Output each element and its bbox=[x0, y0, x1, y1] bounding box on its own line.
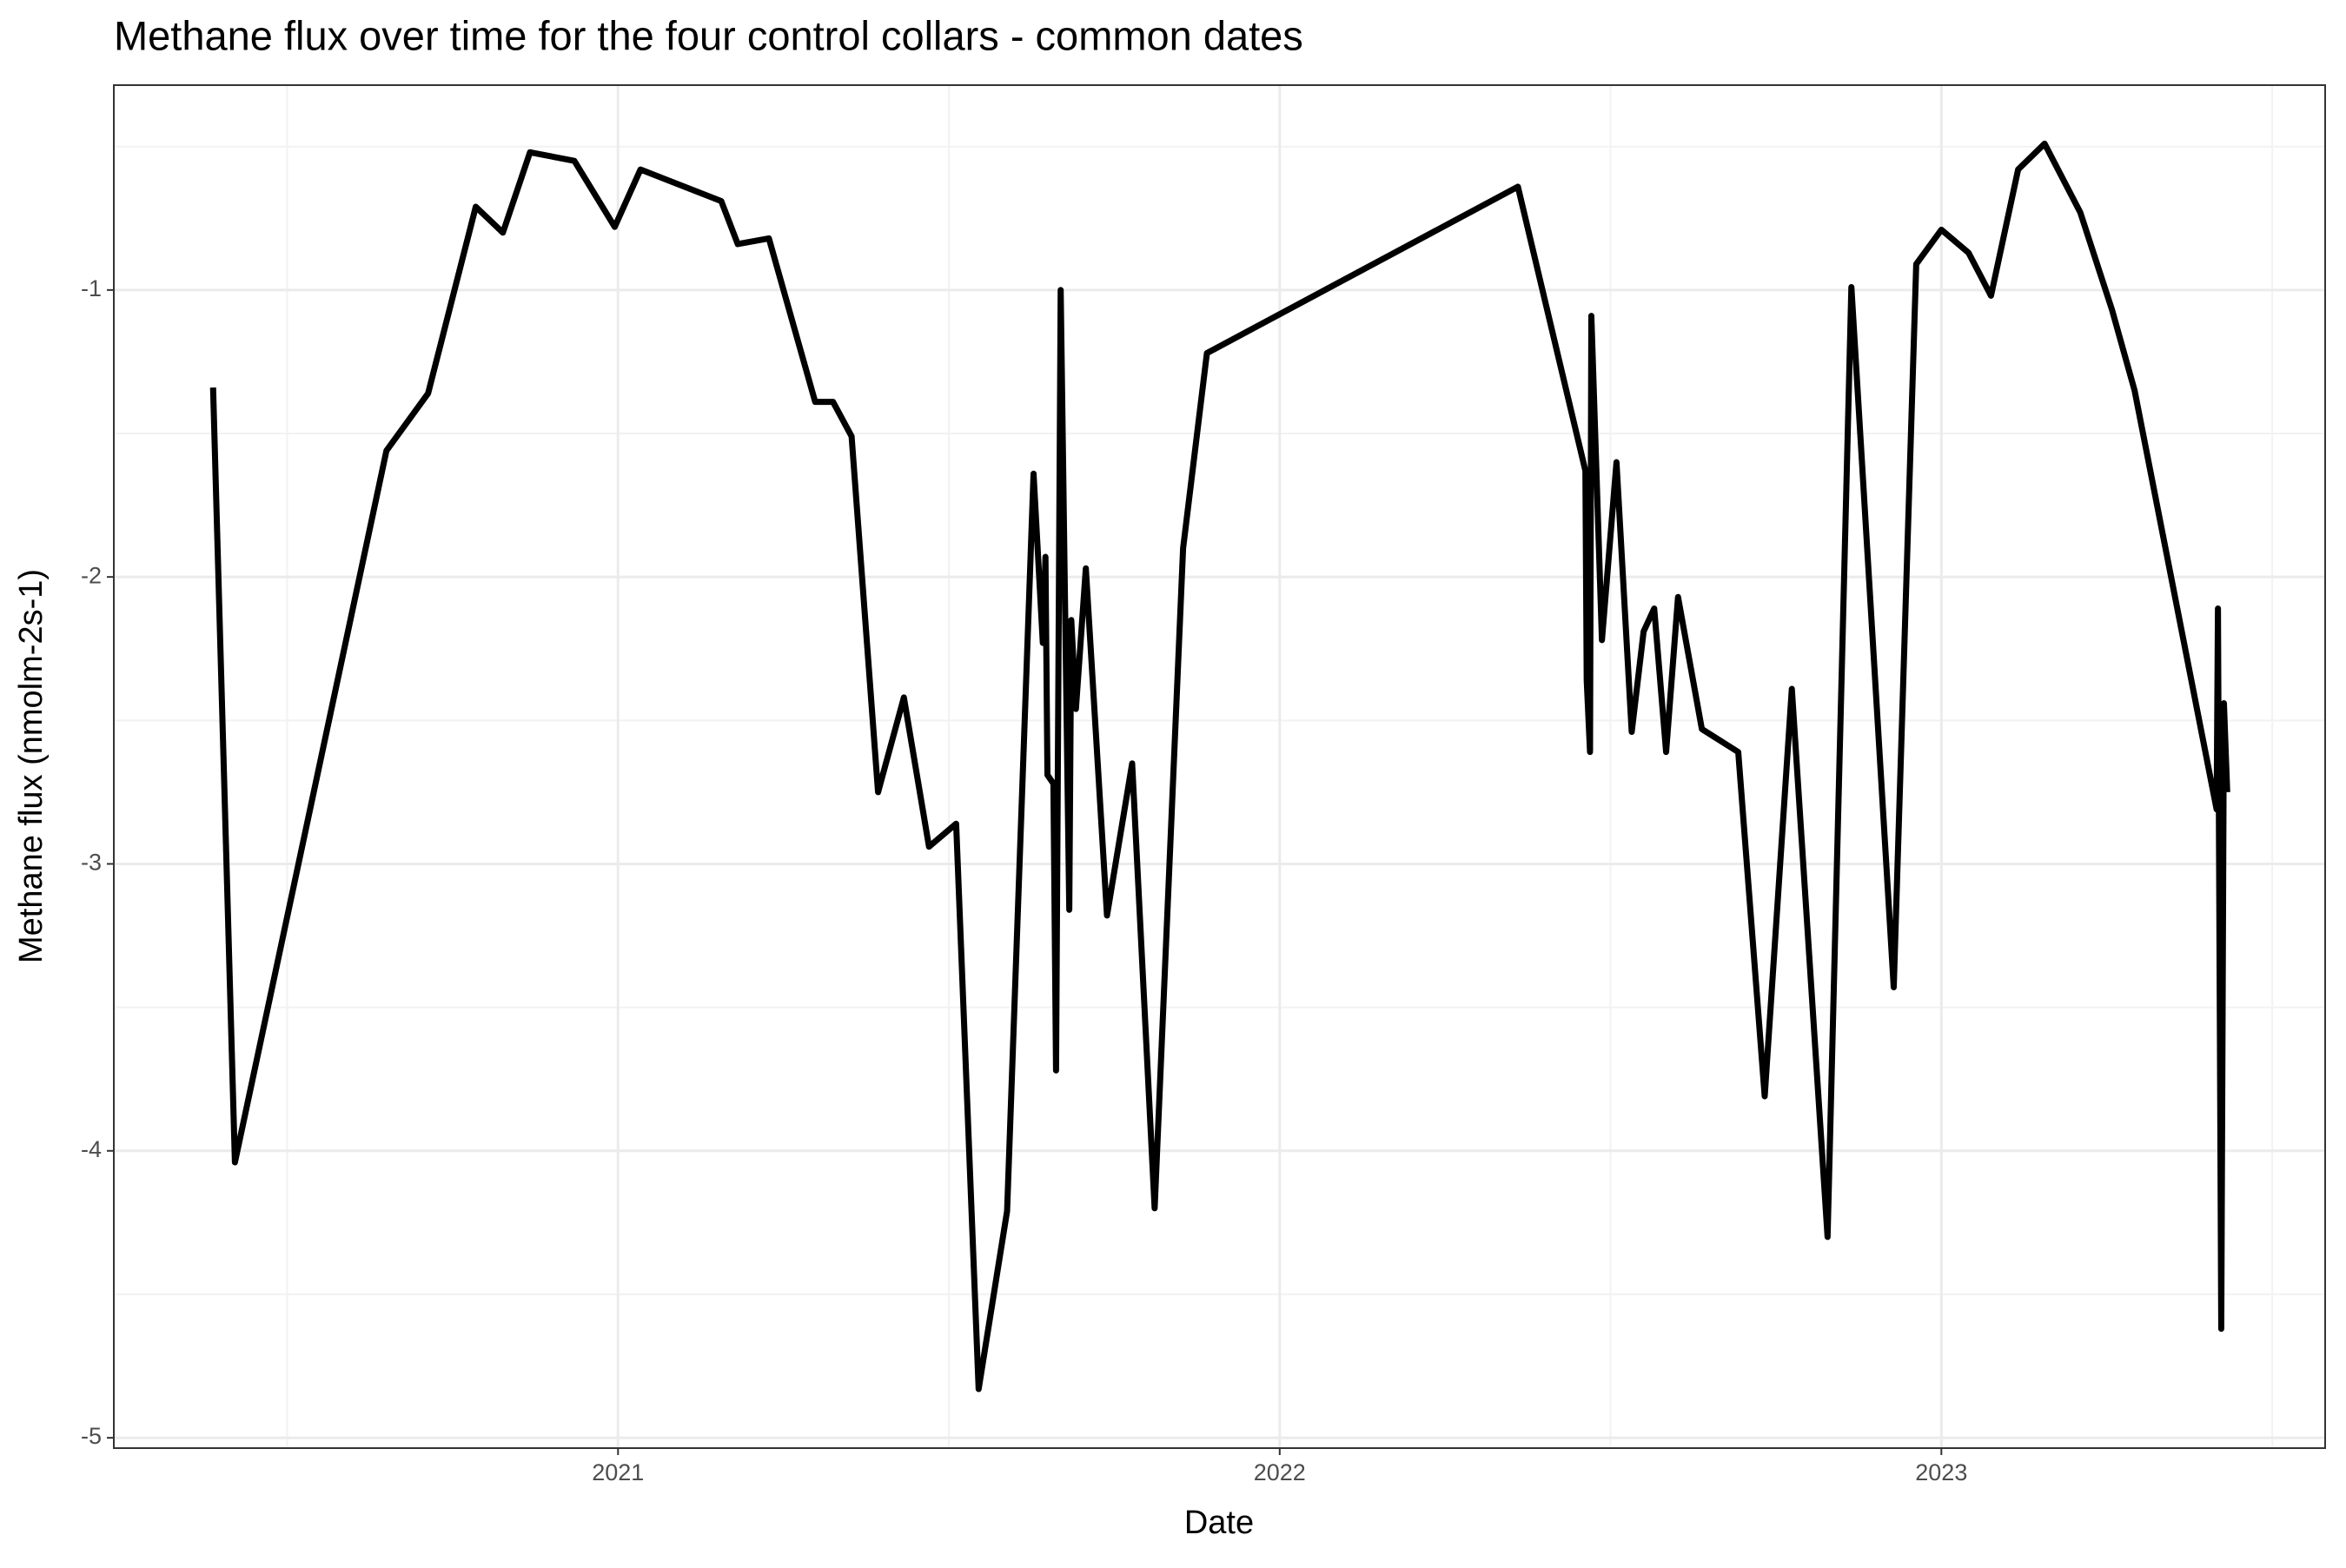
chart-title: Methane flux over time for the four cont… bbox=[114, 12, 1303, 58]
x-axis-title: Date bbox=[1184, 1505, 1254, 1541]
data-line bbox=[209, 140, 2230, 1393]
x-tick-label: 2022 bbox=[1254, 1459, 1306, 1485]
y-tick-label: -5 bbox=[81, 1423, 102, 1449]
y-tick-label: -3 bbox=[81, 850, 102, 876]
x-tick-label: 2023 bbox=[1915, 1459, 1967, 1485]
x-tick-label: 2021 bbox=[592, 1459, 644, 1485]
y-tick-label: -4 bbox=[81, 1136, 102, 1162]
y-axis-title: Methane flux (nmolm-2s-1) bbox=[13, 569, 50, 963]
y-tick-label: -2 bbox=[81, 562, 102, 588]
y-tick-label: -1 bbox=[81, 275, 102, 301]
panel-border bbox=[113, 84, 2326, 1449]
